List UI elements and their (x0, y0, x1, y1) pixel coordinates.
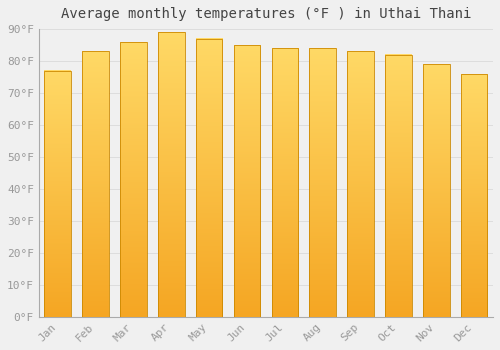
Bar (272, 48, 298, 317)
Bar (158, 32, 184, 317)
Bar (310, 48, 336, 317)
Bar (423, 64, 450, 317)
Bar (196, 38, 222, 317)
Bar (234, 45, 260, 317)
Bar (44, 71, 71, 317)
Bar (461, 74, 487, 317)
Bar (385, 55, 411, 317)
Bar (348, 51, 374, 317)
Bar (120, 42, 146, 317)
Title: Average monthly temperatures (°F ) in Uthai Thani: Average monthly temperatures (°F ) in Ut… (60, 7, 471, 21)
Bar (82, 51, 109, 317)
